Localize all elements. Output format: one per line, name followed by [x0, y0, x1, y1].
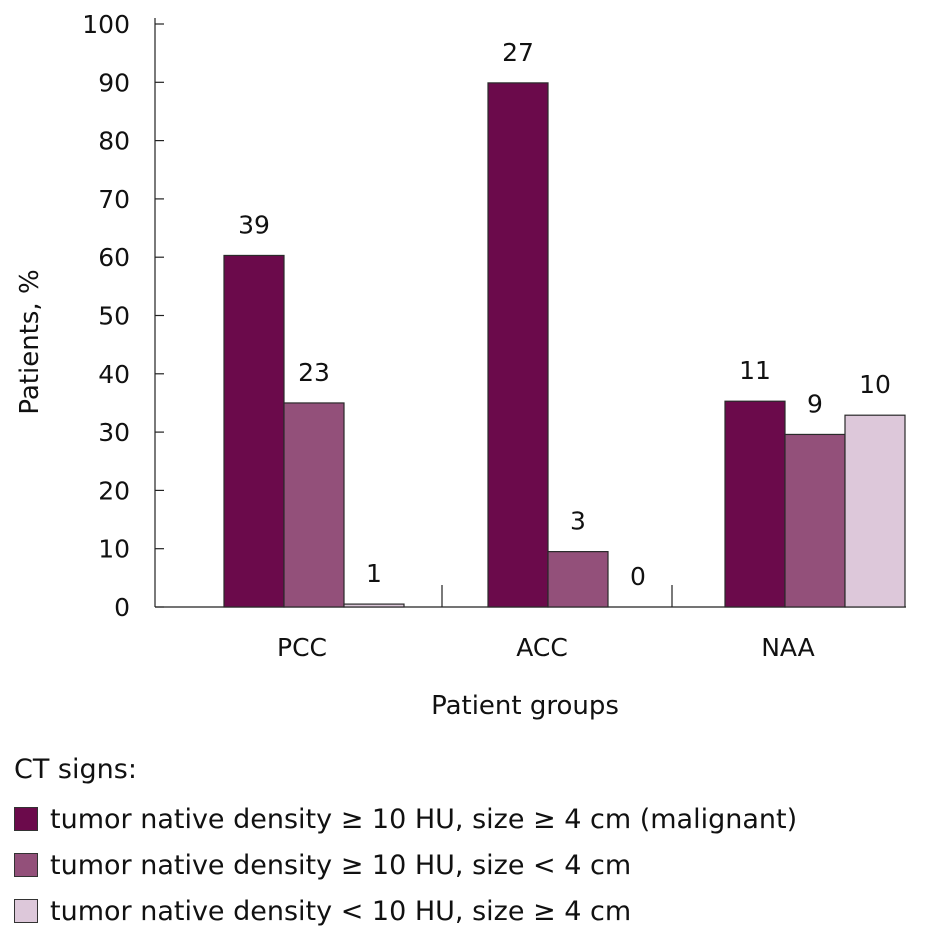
bars — [223, 82, 906, 608]
bar-acc-series-2 — [547, 551, 609, 608]
bar-pcc-series-1 — [223, 254, 285, 608]
legend-label-series-1: tumor native density ≥ 10 HU, size ≥ 4 c… — [50, 803, 798, 835]
legend: CT signs: tumor native density ≥ 10 HU, … — [14, 752, 914, 934]
y-tick-label: 40 — [98, 360, 130, 389]
bar-naa-series-1 — [724, 400, 786, 608]
legend-swatch-series-1 — [14, 807, 38, 831]
y-tick-label: 0 — [114, 593, 130, 622]
y-tick-label: 90 — [98, 68, 130, 97]
x-tick-label-acc: ACC — [516, 633, 568, 662]
bar-acc-series-1 — [487, 82, 549, 608]
data-label-naa-series-1: 11 — [739, 356, 771, 385]
data-label-naa-series-2: 9 — [807, 389, 823, 418]
data-label-acc-series-2: 3 — [570, 507, 586, 536]
data-label-acc-series-3: 0 — [630, 562, 646, 591]
data-label-acc-series-1: 27 — [502, 38, 534, 67]
legend-item-series-3: tumor native density < 10 HU, size ≥ 4 c… — [14, 888, 914, 934]
x-axis-title: Patient groups — [431, 691, 619, 721]
data-label-pcc-series-1: 39 — [238, 210, 270, 239]
y-tick-label: 70 — [98, 185, 130, 214]
legend-label-series-2: tumor native density ≥ 10 HU, size < 4 c… — [50, 849, 632, 881]
data-label-pcc-series-3: 1 — [366, 559, 382, 588]
bar-naa-series-2 — [784, 433, 846, 608]
bar-naa-series-3 — [844, 414, 906, 608]
x-tick-label-pcc: PCC — [277, 633, 327, 662]
legend-swatch-series-2 — [14, 853, 38, 877]
legend-item-series-2: tumor native density ≥ 10 HU, size < 4 c… — [14, 842, 914, 888]
legend-item-series-1: tumor native density ≥ 10 HU, size ≥ 4 c… — [14, 796, 914, 842]
y-tick-label: 10 — [98, 535, 130, 564]
y-tick-label: 80 — [98, 127, 130, 156]
legend-label-series-3: tumor native density < 10 HU, size ≥ 4 c… — [50, 895, 632, 927]
data-label-naa-series-3: 10 — [859, 370, 891, 399]
y-tick-label: 50 — [98, 302, 130, 331]
y-tick-label: 30 — [98, 418, 130, 447]
bar-pcc-series-3 — [343, 603, 405, 608]
y-tick-label: 20 — [98, 476, 130, 505]
y-axis-title: Patients, % — [15, 269, 45, 414]
y-tick-label: 100 — [82, 10, 130, 39]
y-axis: 0 10 20 30 40 50 60 70 80 90 100 — [82, 10, 164, 622]
legend-title: CT signs: — [14, 754, 137, 785]
x-tick-label-naa: NAA — [761, 633, 815, 662]
y-tick-label: 60 — [98, 243, 130, 272]
bar-pcc-series-2 — [283, 402, 345, 608]
data-label-pcc-series-2: 23 — [298, 358, 330, 387]
legend-swatch-series-3 — [14, 899, 38, 923]
